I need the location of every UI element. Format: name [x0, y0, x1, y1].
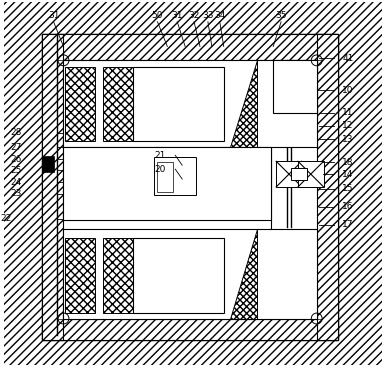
Bar	[65, 239, 95, 313]
Bar	[133, 239, 224, 313]
Text: 26: 26	[11, 155, 22, 164]
Text: 41: 41	[342, 54, 354, 63]
Text: 11: 11	[342, 108, 354, 117]
Text: 13: 13	[342, 135, 354, 144]
Text: 18: 18	[342, 158, 354, 167]
Text: 25: 25	[11, 166, 22, 175]
Bar	[63, 60, 317, 148]
Text: 27: 27	[11, 143, 22, 152]
Text: 12: 12	[342, 121, 354, 130]
Bar	[276, 161, 302, 187]
Text: 20: 20	[154, 165, 165, 174]
Bar	[298, 161, 324, 187]
Text: 32: 32	[188, 11, 200, 20]
Bar	[42, 319, 338, 340]
Bar	[291, 168, 307, 180]
Text: 15: 15	[342, 185, 354, 193]
Text: 34: 34	[214, 11, 225, 20]
Bar	[42, 34, 338, 340]
Bar	[65, 67, 95, 141]
Bar	[42, 34, 63, 340]
Bar	[63, 229, 317, 319]
Text: 31: 31	[172, 11, 183, 20]
Text: 50: 50	[152, 11, 163, 20]
Bar	[133, 67, 224, 141]
Text: 33: 33	[202, 11, 214, 20]
Bar	[317, 34, 338, 340]
Bar	[103, 67, 133, 141]
Text: 17: 17	[342, 220, 354, 229]
Bar	[273, 60, 317, 113]
Text: 24: 24	[11, 178, 22, 186]
Text: 22: 22	[1, 214, 12, 223]
Bar	[154, 157, 196, 195]
Text: 23: 23	[11, 189, 22, 199]
Text: 31: 31	[48, 11, 59, 20]
Bar	[103, 239, 133, 313]
Bar	[42, 34, 338, 60]
Text: 35: 35	[275, 11, 287, 20]
Text: 16: 16	[342, 202, 354, 211]
Bar	[157, 162, 173, 192]
Bar	[42, 156, 53, 172]
Text: 10: 10	[342, 86, 354, 95]
Bar	[63, 148, 271, 219]
Text: 28: 28	[11, 128, 22, 137]
Text: 21: 21	[154, 151, 165, 160]
Text: 14: 14	[342, 170, 354, 179]
